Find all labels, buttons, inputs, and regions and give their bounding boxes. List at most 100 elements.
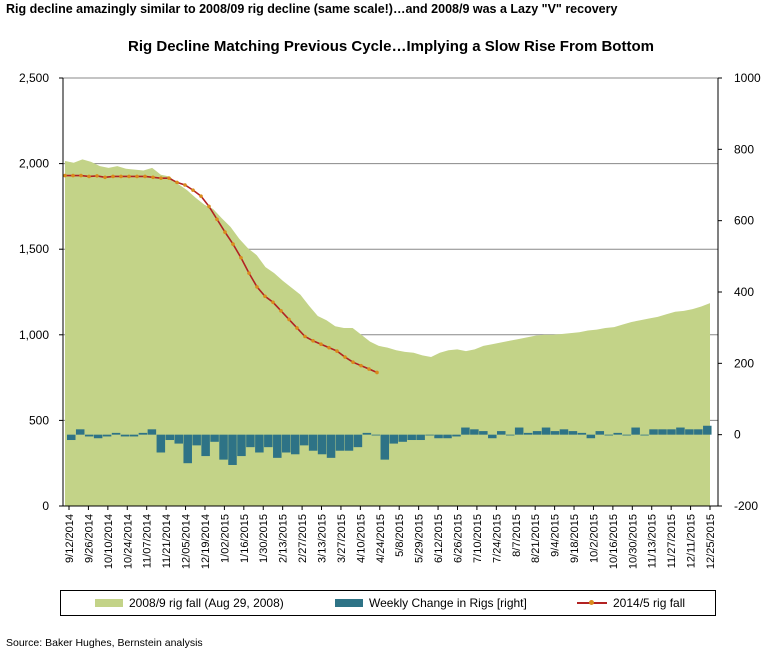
bar-weekly-change <box>514 427 524 435</box>
x-tick-label: 11/13/2015 <box>647 514 659 568</box>
bar-weekly-change <box>138 432 148 435</box>
line-point <box>359 363 363 368</box>
line-point <box>327 345 331 350</box>
legend-item-line: 2014/5 rig fall <box>577 596 685 610</box>
bar-weekly-change <box>577 432 587 435</box>
left-tick-label: 2,000 <box>19 157 49 171</box>
x-tick-label: 8/7/2015 <box>511 514 523 557</box>
bar-weekly-change <box>371 434 381 436</box>
bar-weekly-change <box>228 434 237 465</box>
right-tick-label: 600 <box>734 214 754 228</box>
bar-weekly-change <box>505 434 515 436</box>
legend-label-line: 2014/5 rig fall <box>613 596 686 610</box>
bar-weekly-change <box>613 432 622 435</box>
legend-item-area: 2008/9 rig fall (Aug 29, 2008) <box>95 596 284 610</box>
bar-weekly-change <box>192 434 201 446</box>
line-point <box>127 174 131 179</box>
x-tick-label: 11/07/2014 <box>142 514 154 568</box>
bar-weekly-change <box>452 434 461 437</box>
x-tick-label: 1/02/2015 <box>219 514 231 563</box>
bar-weekly-change <box>658 429 667 435</box>
line-point <box>63 173 67 178</box>
area-2008-9 <box>65 159 710 506</box>
x-tick-label: 4/10/2015 <box>355 514 367 563</box>
bar-weekly-change <box>488 434 497 439</box>
bar-weekly-change <box>604 434 614 436</box>
bar-weekly-change <box>120 434 130 437</box>
x-tick-label: 5/29/2015 <box>414 514 426 563</box>
bar-weekly-change <box>282 434 291 453</box>
bar-weekly-change <box>640 434 649 436</box>
bar-series-weekly-change <box>67 425 712 465</box>
line-point <box>183 183 187 187</box>
line-point <box>287 317 291 322</box>
bar-weekly-change <box>102 434 112 437</box>
bar-weekly-change <box>407 434 416 441</box>
bar-weekly-change <box>649 429 658 435</box>
bar-weekly-change <box>362 432 372 435</box>
bar-weekly-change <box>559 429 569 435</box>
bar-weekly-change <box>335 434 345 451</box>
line-point <box>375 370 379 375</box>
x-tick-label: 7/10/2015 <box>472 514 484 563</box>
bar-weekly-change <box>290 434 300 455</box>
x-tick-label: 3/27/2015 <box>336 514 348 563</box>
bar-weekly-change <box>434 434 443 439</box>
bar-weekly-change <box>694 429 703 435</box>
line-point <box>255 285 259 289</box>
left-tick-label: 0 <box>42 499 49 513</box>
x-tick-label: 10/10/2014 <box>103 514 115 569</box>
line-point <box>175 180 179 185</box>
headline: Rig decline amazingly similar to 2008/09… <box>6 2 618 16</box>
bar-weekly-change <box>353 434 363 448</box>
bar-weekly-change <box>461 427 470 435</box>
line-series-2014-5 <box>63 173 379 375</box>
line-point <box>135 174 139 179</box>
bar-weekly-change <box>425 434 434 436</box>
bar-weekly-change <box>416 434 425 441</box>
bar-weekly-change <box>111 432 121 435</box>
legend-item-bars: Weekly Change in Rigs [right] <box>335 596 527 610</box>
legend-swatch-bars <box>335 599 363 607</box>
line-point <box>247 271 251 275</box>
x-axis-ticks: 9/12/2014 9/26/2014 10/10/2014 10/24/2014 11… <box>64 506 717 569</box>
x-tick-label: 1/16/2015 <box>239 514 251 563</box>
line-point <box>143 174 147 179</box>
bar-weekly-change <box>219 434 228 460</box>
right-tick-label: 200 <box>734 356 754 370</box>
source-note: Source: Baker Hughes, Bernstein analysis <box>6 637 203 649</box>
bar-weekly-change <box>667 429 676 435</box>
line-point <box>279 309 283 313</box>
bar-weekly-change <box>703 425 712 435</box>
bar-weekly-change <box>479 431 488 435</box>
line-point <box>223 230 227 234</box>
bar-weekly-change <box>183 434 192 464</box>
left-axis-ticks: 0 500 1,000 1,500 2,000 2,500 <box>19 71 63 513</box>
x-tick-label: 12/25/2015 <box>705 514 717 569</box>
bar-weekly-change <box>550 431 560 435</box>
line-point <box>239 255 243 260</box>
bar-weekly-change <box>568 431 578 435</box>
line-point <box>151 175 155 180</box>
line-point <box>119 174 123 179</box>
bar-weekly-change <box>308 434 318 451</box>
line-point <box>271 300 275 305</box>
bar-weekly-change <box>201 434 210 457</box>
x-tick-label: 10/24/2014 <box>122 514 134 569</box>
line-point <box>159 176 163 180</box>
x-tick-label: 9/12/2014 <box>64 514 76 563</box>
x-tick-label: 2/13/2015 <box>278 514 290 563</box>
line-point <box>231 242 235 246</box>
bar-weekly-change <box>165 434 175 441</box>
line-point <box>351 360 355 364</box>
chart-title: Rig Decline Matching Previous Cycle…Impl… <box>128 38 654 55</box>
right-tick-label: 0 <box>734 428 741 442</box>
legend-swatch-area <box>95 599 123 607</box>
line-2014-5 <box>65 174 378 374</box>
legend-swatch-line <box>577 597 607 609</box>
bar-weekly-change <box>129 434 139 437</box>
legend-label-bars: Weekly Change in Rigs [right] <box>369 596 527 610</box>
bar-weekly-change <box>470 429 479 435</box>
x-tick-label: 11/27/2015 <box>666 514 678 568</box>
